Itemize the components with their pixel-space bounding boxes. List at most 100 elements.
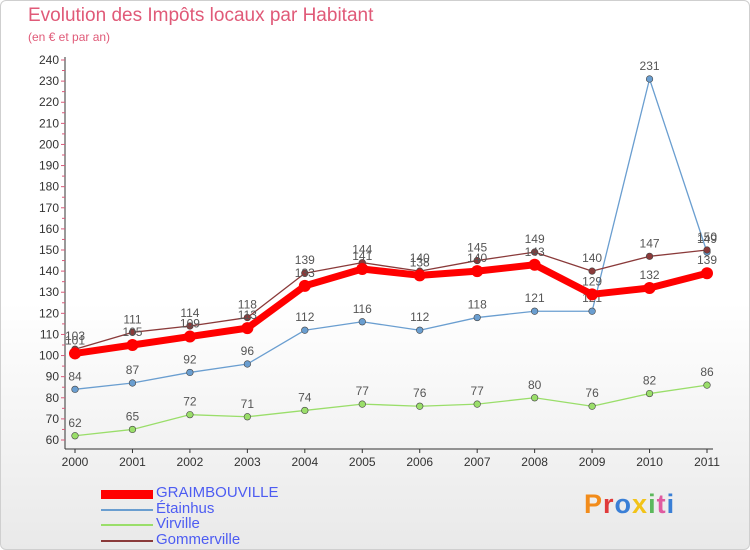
data-label: 87 [126,363,140,377]
data-label: 114 [180,306,199,320]
data-point [703,246,711,254]
data-point [471,265,484,278]
y-tick-label: 220 [39,95,59,109]
y-tick-label: 210 [39,116,59,130]
logo-letter: o [614,489,633,519]
data-label: 77 [356,384,370,398]
data-label: 140 [467,251,487,265]
chart-subtitle: (en € et par an) [28,30,111,44]
proxiti-logo: Proxiti [584,489,675,520]
data-label: 74 [298,390,312,404]
data-label: 101 [65,333,85,347]
data-point [473,313,481,322]
data-label: 121 [525,291,545,305]
data-label: 129 [582,274,602,288]
data-point [69,347,81,360]
data-label: 112 [295,310,314,324]
x-tick-label: 2006 [406,455,433,469]
y-tick-label: 130 [39,285,59,299]
legend-item: Étainhus [101,500,401,516]
data-label: 109 [180,317,200,331]
data-point [588,402,596,410]
data-label: 76 [413,386,427,400]
data-point [358,400,366,408]
data-label: 113 [238,308,257,322]
y-tick-label: 60 [46,433,60,447]
data-label: 62 [68,416,82,430]
data-point [643,282,656,294]
y-tick-label: 240 [39,53,59,67]
data-label: 118 [238,298,257,312]
data-point [645,389,654,398]
data-label: 147 [640,236,660,250]
legend-swatch [101,539,153,542]
data-label: 149 [525,232,545,246]
data-label: 77 [471,384,485,398]
data-point [301,326,309,334]
data-point [528,258,541,271]
y-tick-label: 180 [39,180,59,194]
series-line [74,249,708,350]
logo-letter: i [648,489,657,519]
data-point [356,263,369,275]
series-line [71,261,711,357]
legend-item: GRAIMBOUVILLE [101,485,401,501]
data-label: 231 [640,59,660,73]
data-point [128,425,137,434]
data-label: 139 [295,253,315,267]
x-tick-label: 2005 [349,455,376,469]
series-line [74,78,708,390]
x-tick-label: 2001 [119,455,146,469]
chart-title: Evolution des Impôts locaux par Habitant [28,5,374,26]
x-tick-label: 2011 [694,455,720,469]
x-tick-label: 2000 [62,455,89,469]
data-label: 141 [352,249,372,263]
legend-swatch [101,489,153,499]
y-tick-label: 90 [46,370,60,384]
data-point [301,406,309,415]
data-point [71,385,79,393]
y-tick-label: 80 [46,391,60,405]
logo-letter: i [666,489,676,519]
y-tick-label: 200 [39,137,59,151]
data-label: 111 [123,312,142,326]
data-point [301,269,309,277]
y-tick-label: 140 [39,264,59,278]
data-point [243,360,251,368]
legend-swatch [101,524,153,526]
data-label: 144 [352,243,372,257]
data-label: 96 [241,344,255,358]
data-label: 65 [126,409,140,423]
x-tick-label: 2002 [177,455,204,469]
logo-letter: t [656,489,667,519]
data-point [645,75,654,83]
data-point [588,267,596,275]
data-point [186,322,194,330]
legend-label: Gommerville [156,530,241,548]
data-point [531,307,539,315]
data-point [416,402,424,410]
data-point [416,326,424,334]
data-point [298,279,311,292]
data-point [128,328,137,336]
data-point [186,368,194,377]
data-label: 139 [697,253,717,267]
data-label: 149 [697,232,717,246]
data-label: 84 [68,369,82,383]
legend-swatch [101,508,153,511]
x-tick-label: 2004 [291,455,318,469]
legend-label: GRAIMBOUVILLE [156,484,279,501]
data-point [243,413,251,421]
y-tick-label: 110 [40,327,59,341]
data-point [586,288,599,301]
data-point [413,269,426,282]
data-label: 140 [582,251,602,265]
data-point [703,381,711,389]
y-tick-label: 150 [39,243,59,257]
data-point [358,318,366,326]
data-label: 150 [697,230,717,244]
data-label: 112 [410,310,429,324]
data-label: 145 [467,241,487,255]
